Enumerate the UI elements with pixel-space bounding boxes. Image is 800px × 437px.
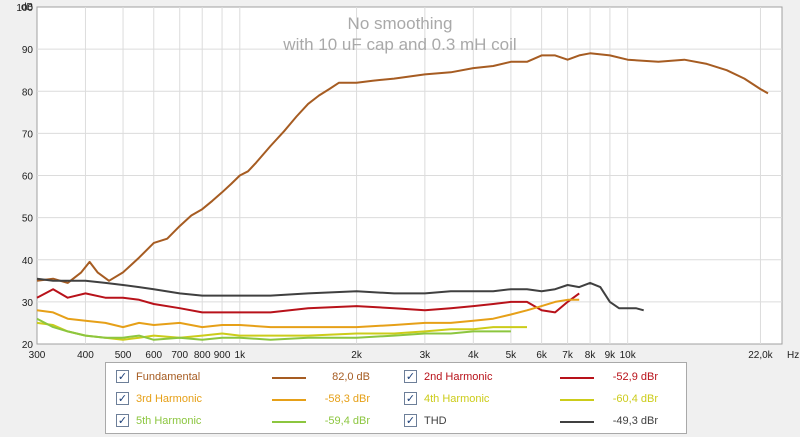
series-line-3rd-harmonic — [36, 298, 580, 329]
x-tick-label: 9k — [605, 350, 617, 361]
x-tick-label: 6k — [536, 350, 548, 361]
legend-item-fundamental[interactable]: ✓ Fundamental 82,0 dB — [116, 367, 396, 389]
x-tick-label: 4k — [468, 350, 480, 361]
legend-value-2nd-harmonic: -52,9 dBr — [612, 371, 658, 383]
legend-item-3rd-harmonic[interactable]: ✓ 3rd Harmonic -58,3 dBr — [116, 389, 396, 411]
legend-label-4th-harmonic: 4th Harmonic — [424, 393, 490, 405]
legend-item-2nd-harmonic[interactable]: ✓ 2nd Harmonic -52,9 dBr — [404, 367, 684, 389]
x-tick-label: 1k — [235, 350, 247, 361]
legend-value-5th-harmonic: -59,4 dBr — [324, 415, 370, 427]
legend-swatch-5th-harmonic — [272, 421, 306, 423]
series-line-2nd-harmonic — [36, 288, 580, 314]
checkbox-3rd-harmonic[interactable]: ✓ — [116, 392, 129, 405]
checkbox-5th-harmonic[interactable]: ✓ — [116, 414, 129, 427]
series-line-thd — [36, 277, 644, 312]
legend-item-thd[interactable]: ✓ THD -49,3 dBr — [404, 411, 684, 433]
y-axis-unit-label: dB — [21, 2, 34, 13]
x-tick-label: 800 — [194, 350, 211, 361]
legend-value-3rd-harmonic: -58,3 dBr — [324, 393, 370, 405]
legend-value-fundamental: 82,0 dB — [332, 371, 370, 383]
legend-item-5th-harmonic[interactable]: ✓ 5th Harmonic -59,4 dBr — [116, 411, 396, 433]
checkbox-4th-harmonic[interactable]: ✓ — [404, 392, 417, 405]
y-tick-label: 30 — [22, 298, 34, 309]
x-tick-label: 700 — [171, 350, 188, 361]
legend-value-4th-harmonic: -60,4 dBr — [612, 393, 658, 405]
legend-value-thd: -49,3 dBr — [612, 415, 658, 427]
series-line-fundamental — [36, 52, 769, 284]
legend-swatch-thd — [560, 421, 594, 423]
legend-label-3rd-harmonic: 3rd Harmonic — [136, 393, 203, 405]
x-tick-label: 22,0k — [748, 350, 773, 361]
chart-title: No smoothing — [348, 14, 453, 33]
legend-label-thd: THD — [424, 415, 447, 427]
x-tick-label: 500 — [115, 350, 132, 361]
checkbox-thd[interactable]: ✓ — [404, 414, 417, 427]
x-tick-label: 2k — [351, 350, 363, 361]
y-tick-label: 90 — [22, 45, 34, 56]
checkbox-2nd-harmonic[interactable]: ✓ — [404, 370, 417, 383]
x-tick-label: 300 — [29, 350, 46, 361]
checkbox-fundamental[interactable]: ✓ — [116, 370, 129, 383]
legend-swatch-3rd-harmonic — [272, 399, 306, 401]
legend-swatch-2nd-harmonic — [560, 377, 594, 379]
y-tick-label: 50 — [22, 214, 34, 225]
x-tick-label: 10k — [620, 350, 637, 361]
legend-swatch-fundamental — [272, 377, 306, 379]
y-tick-label: 70 — [22, 129, 34, 140]
y-tick-label: 40 — [22, 256, 34, 267]
x-tick-label: 600 — [145, 350, 162, 361]
legend-swatch-4th-harmonic — [560, 399, 594, 401]
x-tick-label: 3k — [420, 350, 432, 361]
y-tick-label: 60 — [22, 172, 34, 183]
x-tick-label: 7k — [562, 350, 574, 361]
series-line-5th-harmonic — [36, 317, 511, 341]
y-tick-label: 20 — [22, 340, 34, 351]
chart-subtitle: with 10 uF cap and 0.3 mH coil — [282, 35, 516, 54]
x-tick-label: 8k — [585, 350, 597, 361]
legend-label-2nd-harmonic: 2nd Harmonic — [424, 371, 493, 383]
legend-item-4th-harmonic[interactable]: ✓ 4th Harmonic -60,4 dBr — [404, 389, 684, 411]
y-tick-label: 80 — [22, 87, 34, 98]
legend-label-5th-harmonic: 5th Harmonic — [136, 415, 202, 427]
x-tick-label: 5k — [506, 350, 518, 361]
x-tick-label: 400 — [77, 350, 94, 361]
legend: ✓ Fundamental 82,0 dB ✓ 2nd Harmonic -52… — [105, 362, 687, 434]
x-axis-unit-label: Hz — [787, 350, 799, 361]
y-tick-label: 100 — [16, 3, 33, 14]
x-tick-label: 900 — [214, 350, 231, 361]
legend-label-fundamental: Fundamental — [136, 371, 201, 383]
